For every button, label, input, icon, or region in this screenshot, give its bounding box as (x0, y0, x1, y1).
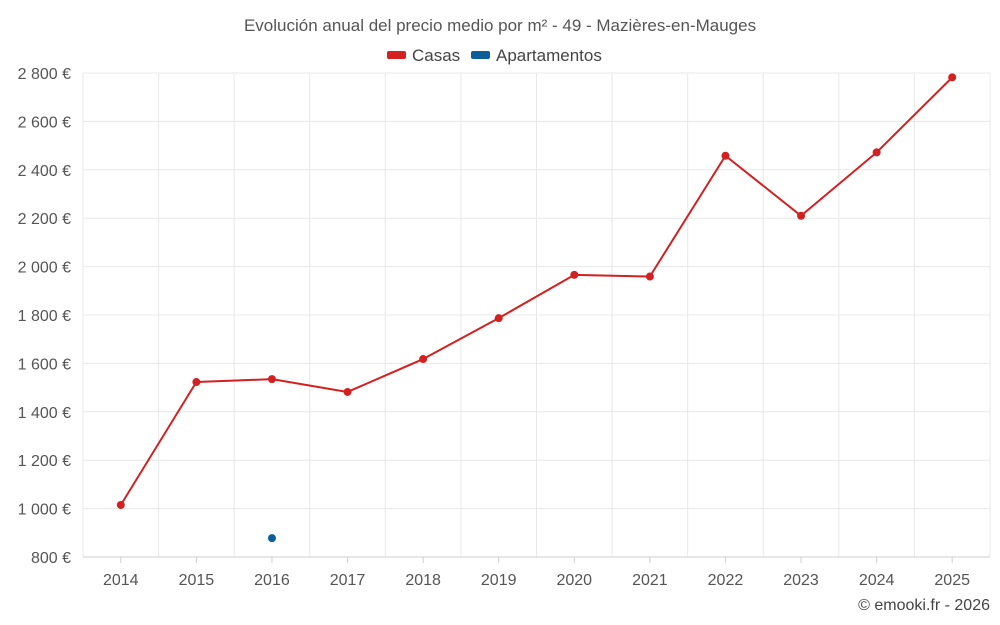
x-tick-label: 2023 (783, 572, 819, 589)
data-point-casas[interactable] (797, 211, 806, 220)
data-point-casas[interactable] (570, 270, 579, 279)
x-tick-label: 2025 (934, 572, 970, 589)
series-apartamentos (267, 534, 276, 543)
legend: Casas Apartamentos (387, 46, 602, 65)
x-tick-label: 2015 (179, 572, 215, 589)
x-tick-label: 2017 (330, 572, 366, 589)
data-point-casas[interactable] (721, 151, 730, 160)
legend-swatch-casas (387, 51, 406, 59)
legend-label-apartamentos: Apartamentos (496, 46, 602, 65)
data-point-casas[interactable] (948, 73, 957, 82)
legend-item-apartamentos[interactable]: Apartamentos (471, 46, 602, 65)
data-point-casas[interactable] (116, 500, 125, 509)
y-tick-label: 1 200 € (18, 453, 71, 470)
data-point-casas[interactable] (872, 148, 881, 157)
grid (82, 72, 991, 558)
data-point-casas[interactable] (267, 375, 276, 384)
x-tick-label: 2016 (254, 572, 290, 589)
series (116, 73, 957, 543)
legend-item-casas[interactable]: Casas (387, 46, 460, 65)
y-tick-label: 1 800 € (18, 308, 71, 325)
legend-label-casas: Casas (412, 46, 460, 65)
x-tick-label: 2022 (708, 572, 744, 589)
y-axis: 800 € 1 000 € 1 200 € 1 400 € 1 600 € 1 800 €… (18, 66, 71, 567)
series-casas (116, 73, 957, 509)
y-tick-label: 2 200 € (18, 211, 71, 228)
credit: © emooki.fr - 2026 (858, 597, 990, 614)
y-tick-label: 2 400 € (18, 163, 71, 180)
x-tick-label: 2020 (556, 572, 592, 589)
y-tick-label: 800 € (31, 550, 71, 567)
data-point-casas[interactable] (494, 314, 503, 323)
x-axis: 2014 2015 2016 2017 2018 2019 2020 2021 2022 2023… (83, 556, 990, 589)
y-tick-label: 1 600 € (18, 356, 71, 373)
legend-swatch-apartamentos (471, 51, 490, 59)
chart-title: Evolución anual del precio medio por m² … (244, 16, 756, 35)
series-line-casas (119, 76, 953, 506)
data-point-casas[interactable] (645, 272, 654, 281)
data-point-casas[interactable] (419, 355, 428, 364)
y-tick-label: 1 400 € (18, 405, 71, 422)
x-tick-label: 2024 (859, 572, 895, 589)
x-tick-label: 2014 (103, 572, 139, 589)
data-point-apartamentos[interactable] (267, 534, 276, 543)
y-tick-label: 2 800 € (18, 66, 71, 83)
x-tick-label: 2019 (481, 572, 517, 589)
y-tick-label: 2 000 € (18, 260, 71, 277)
data-point-casas[interactable] (192, 378, 201, 387)
x-tick-label: 2018 (405, 572, 441, 589)
data-point-casas[interactable] (343, 387, 352, 396)
y-tick-label: 1 000 € (18, 502, 71, 519)
y-tick-label: 2 600 € (18, 114, 71, 131)
x-tick-label: 2021 (632, 572, 668, 589)
